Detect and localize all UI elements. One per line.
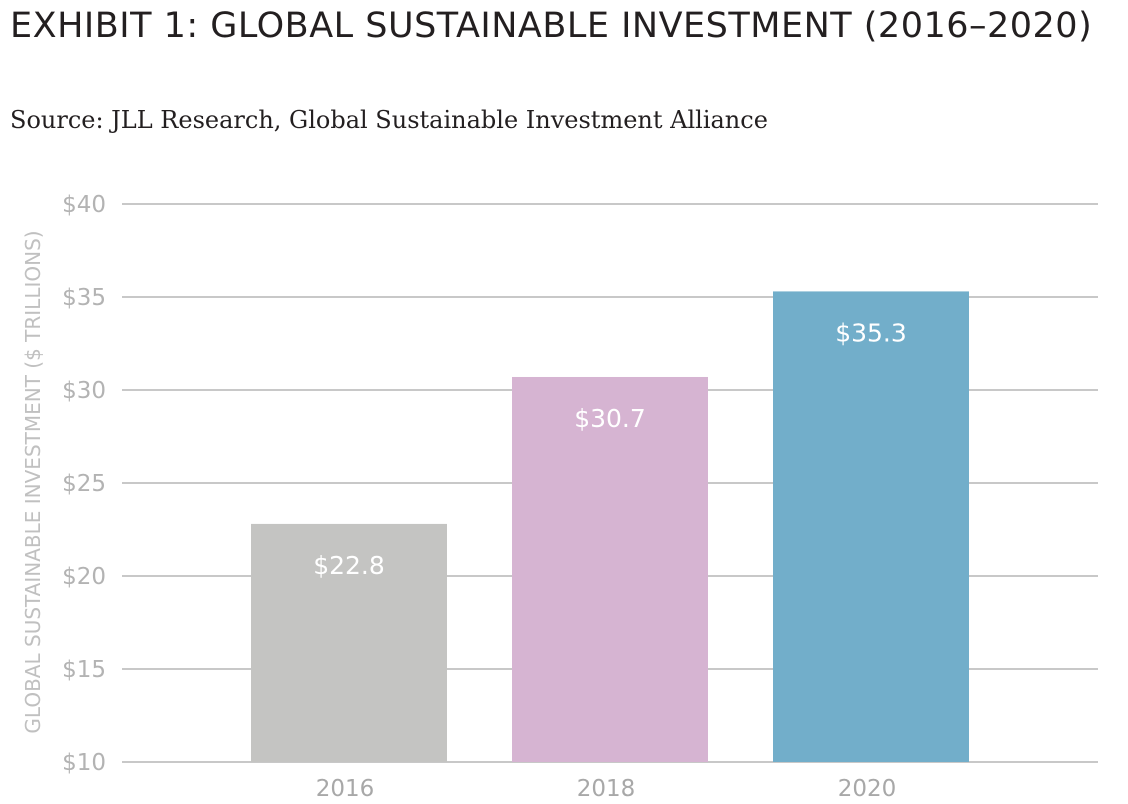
y-tick-label: $40 bbox=[62, 192, 106, 218]
bar-value-label: $22.8 bbox=[313, 551, 385, 580]
y-tick-label: $35 bbox=[62, 285, 106, 311]
gridlines bbox=[122, 203, 1098, 763]
x-category-label: 2016 bbox=[316, 776, 375, 802]
x-axis-categories: 2016 2018 2020 bbox=[316, 776, 897, 802]
y-tick-label: $20 bbox=[62, 564, 106, 590]
y-axis-title: GLOBAL SUSTAINABLE INVESTMENT ($ TRILLIO… bbox=[21, 230, 45, 733]
y-axis-ticks: $10 $15 $20 $25 $30 $35 $40 bbox=[62, 192, 106, 776]
bar-value-label: $35.3 bbox=[835, 318, 907, 347]
bar bbox=[251, 523, 447, 762]
y-tick-label: $30 bbox=[62, 378, 106, 404]
y-tick-label: $10 bbox=[62, 750, 106, 776]
bars: $22.8 $30.7 $35.3 bbox=[251, 291, 969, 762]
bar bbox=[512, 376, 708, 762]
y-tick-label: $15 bbox=[62, 657, 106, 683]
y-tick-label: $25 bbox=[62, 471, 106, 497]
x-category-label: 2018 bbox=[577, 776, 636, 802]
chart-subtitle: Source: JLL Research, Global Sustainable… bbox=[10, 106, 768, 134]
bar bbox=[773, 291, 969, 762]
chart-title: EXHIBIT 1: GLOBAL SUSTAINABLE INVESTMENT… bbox=[10, 6, 1093, 46]
x-category-label: 2020 bbox=[838, 776, 897, 802]
bar-value-label: $30.7 bbox=[574, 404, 646, 433]
